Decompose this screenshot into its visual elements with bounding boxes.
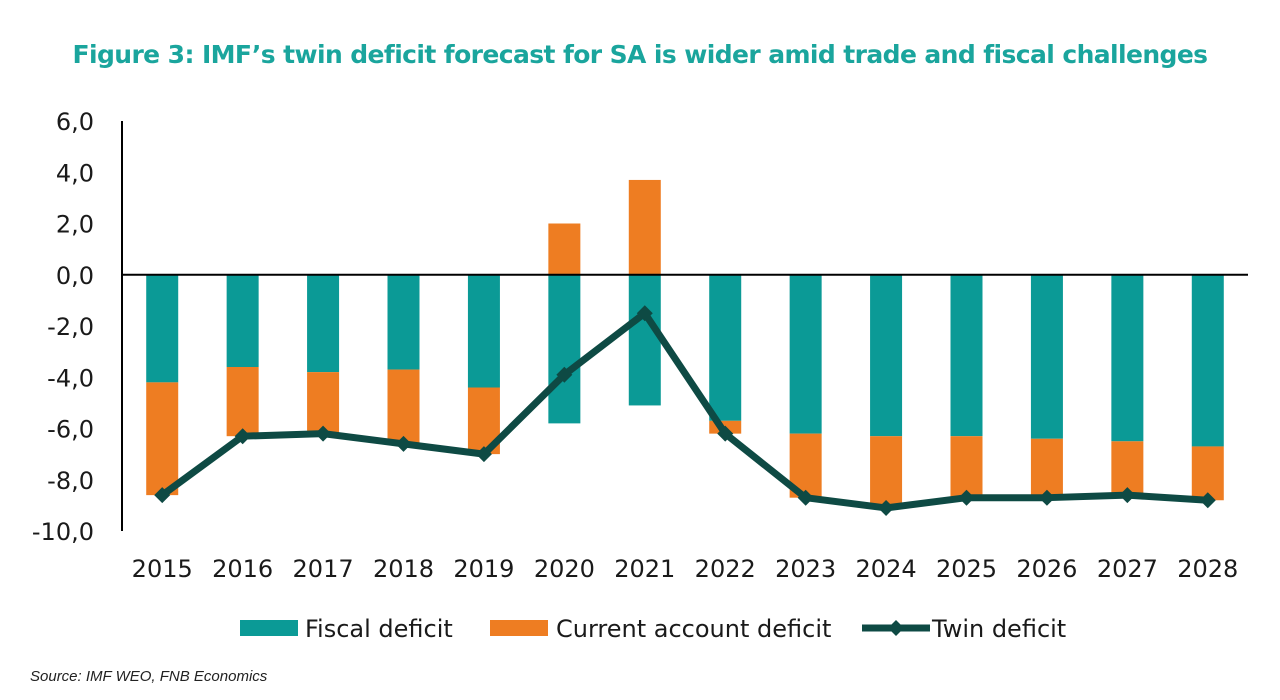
x-tick-label-2025: 2025 bbox=[936, 555, 997, 583]
twin-deficit-point-2023 bbox=[797, 489, 814, 506]
current-account-bar-2026 bbox=[1030, 438, 1063, 498]
legend-label-twin-deficit: Twin deficit bbox=[931, 615, 1066, 643]
fiscal-deficit-bar-2027 bbox=[1111, 274, 1144, 442]
y-tick-label: -4,0 bbox=[47, 364, 94, 392]
fiscal-deficit-bar-2028 bbox=[1191, 274, 1224, 447]
fiscal-deficit-bar-2017 bbox=[307, 274, 340, 373]
twin-deficit-point-2015 bbox=[154, 487, 171, 504]
legend-label-current-account-deficit: Current account deficit bbox=[556, 615, 831, 643]
legend-swatch-fiscal-deficit bbox=[240, 620, 298, 636]
x-tick-label-2018: 2018 bbox=[373, 555, 434, 583]
legend-label-fiscal-deficit: Fiscal deficit bbox=[305, 615, 453, 643]
x-tick-label-2022: 2022 bbox=[695, 555, 756, 583]
x-tick-label-2020: 2020 bbox=[534, 555, 595, 583]
twin-deficit-point-2018 bbox=[395, 435, 412, 452]
legend-swatch-current-account-deficit bbox=[490, 620, 548, 636]
line-layer bbox=[154, 305, 1216, 516]
fiscal-deficit-bar-2024 bbox=[870, 274, 903, 437]
fiscal-deficit-bar-2015 bbox=[146, 274, 179, 383]
legend: Fiscal deficit Current account deficit Twi… bbox=[240, 615, 1066, 643]
y-tick-label: -8,0 bbox=[47, 467, 94, 495]
current-account-bar-2028 bbox=[1191, 446, 1224, 501]
twin-deficit-point-2019 bbox=[475, 446, 492, 463]
twin-deficit-point-2024 bbox=[878, 499, 895, 516]
fiscal-deficit-bar-2018 bbox=[387, 274, 420, 370]
x-tick-label-2019: 2019 bbox=[453, 555, 514, 583]
x-tick-label-2028: 2028 bbox=[1177, 555, 1238, 583]
fiscal-deficit-bar-2021 bbox=[628, 274, 661, 406]
twin-deficit-point-2020 bbox=[556, 366, 573, 383]
source-note: Source: IMF WEO, FNB Economics bbox=[30, 668, 268, 685]
x-tick-label-2024: 2024 bbox=[856, 555, 917, 583]
y-tick-label: -2,0 bbox=[47, 313, 94, 341]
x-tick-label-2023: 2023 bbox=[775, 555, 836, 583]
current-account-bar-2021 bbox=[628, 179, 661, 275]
fiscal-deficit-bar-2022 bbox=[709, 274, 742, 421]
current-account-bar-2024 bbox=[870, 436, 903, 508]
twin-deficit-point-2028 bbox=[1199, 492, 1216, 509]
y-tick-label: 6,0 bbox=[56, 108, 94, 136]
current-account-bar-2017 bbox=[307, 372, 340, 434]
current-account-bar-2027 bbox=[1111, 441, 1144, 496]
y-tick-label: 4,0 bbox=[56, 159, 94, 187]
axes-layer: 6,0 4,0 2,0 0,0 -2,0 -4,0 -6,0 -8,0 -10,0 2015 201… bbox=[32, 108, 1248, 583]
twin-deficit-point-2026 bbox=[1038, 489, 1055, 506]
current-account-bar-2016 bbox=[226, 367, 259, 437]
fiscal-deficit-bar-2023 bbox=[789, 274, 822, 434]
y-tick-label: 2,0 bbox=[56, 211, 94, 239]
x-tick-label-2027: 2027 bbox=[1097, 555, 1158, 583]
current-account-bar-2025 bbox=[950, 436, 983, 498]
twin-deficit-point-2017 bbox=[315, 425, 332, 442]
y-tick-label: -10,0 bbox=[32, 518, 94, 546]
legend-marker-twin-deficit bbox=[888, 620, 904, 636]
fiscal-deficit-bar-2026 bbox=[1030, 274, 1063, 439]
current-account-bar-2015 bbox=[146, 382, 179, 496]
current-account-bar-2020 bbox=[548, 223, 581, 275]
twin-deficit-point-2022 bbox=[717, 425, 734, 442]
twin-deficit-point-2016 bbox=[234, 428, 251, 445]
twin-deficit-line bbox=[158, 309, 1212, 512]
current-account-bar-2018 bbox=[387, 369, 420, 444]
x-tick-label-2016: 2016 bbox=[212, 555, 273, 583]
y-tick-label: -6,0 bbox=[47, 416, 94, 444]
x-tick-label-2015: 2015 bbox=[132, 555, 193, 583]
fiscal-deficit-bar-2019 bbox=[467, 274, 500, 388]
fiscal-deficit-bar-2020 bbox=[548, 274, 581, 424]
bars-layer bbox=[146, 179, 1224, 508]
y-tick-label: 0,0 bbox=[56, 262, 94, 290]
fiscal-deficit-bar-2025 bbox=[950, 274, 983, 437]
twin-deficit-point-2025 bbox=[958, 489, 975, 506]
x-tick-label-2017: 2017 bbox=[293, 555, 354, 583]
fiscal-deficit-bar-2016 bbox=[226, 274, 259, 367]
twin-deficit-point-2021 bbox=[636, 305, 653, 322]
chart-title: Figure 3: IMF’s twin deficit forecast fo… bbox=[72, 40, 1209, 69]
twin-deficit-point-2027 bbox=[1119, 487, 1136, 504]
x-tick-label-2026: 2026 bbox=[1016, 555, 1077, 583]
x-tick-label-2021: 2021 bbox=[614, 555, 675, 583]
